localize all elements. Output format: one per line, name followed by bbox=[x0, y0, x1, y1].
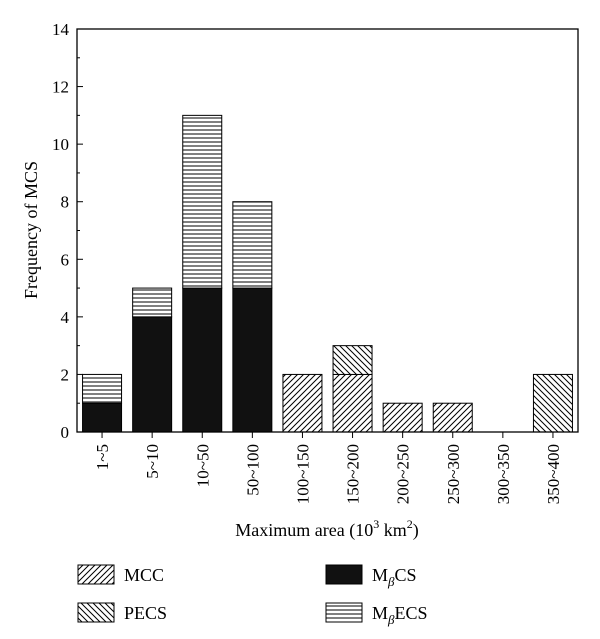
bar-mcc-150-200 bbox=[332, 373, 373, 433]
bars-layer bbox=[82, 114, 573, 433]
x-axis-title-exp2: 2 bbox=[407, 517, 413, 531]
legend-label-mbetacs: MβCS bbox=[372, 565, 417, 589]
x-tick-label-100-150: 100~150 bbox=[293, 444, 312, 504]
legend-swatch-mbetaecs bbox=[325, 602, 363, 623]
bar-mbetaecs-5-10 bbox=[132, 287, 173, 318]
legend-swatch-mbetacs bbox=[325, 564, 363, 585]
bar-mcc-100-150 bbox=[282, 373, 323, 433]
y-axis: 0 2 4 6 8 10 12 14 bbox=[52, 20, 83, 442]
x-tick-label-300-350: 300~350 bbox=[494, 444, 513, 504]
bar-pecs-350-400 bbox=[532, 373, 573, 433]
bar-mcc-250-300 bbox=[432, 402, 473, 433]
y-axis-title: Frequency of MCS bbox=[21, 161, 41, 299]
x-tick-label-200-250: 200~250 bbox=[394, 444, 413, 504]
legend-label-mcc: MCC bbox=[124, 565, 164, 585]
x-tick-label-10-50: 10~50 bbox=[193, 444, 212, 487]
bar-pecs-150-200 bbox=[332, 345, 373, 375]
y-tick-label: 0 bbox=[61, 423, 70, 442]
bar-mbetacs-10-50 bbox=[182, 287, 223, 433]
legend-label-mbetaecs: MβECS bbox=[372, 603, 428, 627]
x-tick-label-150-200: 150~200 bbox=[344, 444, 363, 504]
y-tick-label: 12 bbox=[52, 78, 69, 97]
legend-swatch-pecs bbox=[77, 602, 115, 623]
y-tick-label: 10 bbox=[52, 135, 69, 154]
x-tick-label-250-300: 250~300 bbox=[444, 444, 463, 504]
legend-label-pecs: PECS bbox=[124, 603, 167, 623]
bar-mbetacs-5-10 bbox=[132, 316, 173, 433]
bar-mbetaecs-50-100 bbox=[232, 201, 273, 289]
y-tick-label: 14 bbox=[52, 20, 70, 39]
bar-mbetacs-1-5 bbox=[82, 402, 123, 433]
x-axis-title-end: ) bbox=[413, 520, 419, 541]
x-tick-label-50-100: 50~100 bbox=[243, 444, 262, 496]
y-tick-label: 2 bbox=[61, 365, 70, 384]
bar-mcc-200-250 bbox=[382, 402, 423, 433]
x-axis-title-mid: km bbox=[379, 520, 407, 540]
bar-mbetacs-50-100 bbox=[232, 287, 273, 433]
bar-mbetaecs-10-50 bbox=[182, 114, 223, 289]
legend: MCC MβCS PECS MβECS bbox=[77, 564, 428, 627]
x-axis-title-main: Maximum area (10 bbox=[235, 520, 373, 541]
x-axis: 1~5 5~10 10~50 50~100 100~150 150~200 200~250 2… bbox=[93, 432, 563, 504]
y-tick-label: 4 bbox=[61, 308, 70, 327]
x-tick-label-5-10: 5~10 bbox=[143, 444, 162, 479]
x-axis-title: Maximum area (103 km2) bbox=[235, 517, 418, 541]
x-axis-title-exp1: 3 bbox=[373, 517, 379, 531]
legend-swatch-mcc bbox=[77, 564, 115, 585]
y-tick-label: 8 bbox=[61, 193, 70, 212]
x-tick-label-1-5: 1~5 bbox=[93, 444, 112, 470]
bar-mbetaecs-1-5 bbox=[82, 373, 123, 404]
x-tick-label-350-400: 350~400 bbox=[544, 444, 563, 504]
y-tick-label: 6 bbox=[61, 250, 70, 269]
